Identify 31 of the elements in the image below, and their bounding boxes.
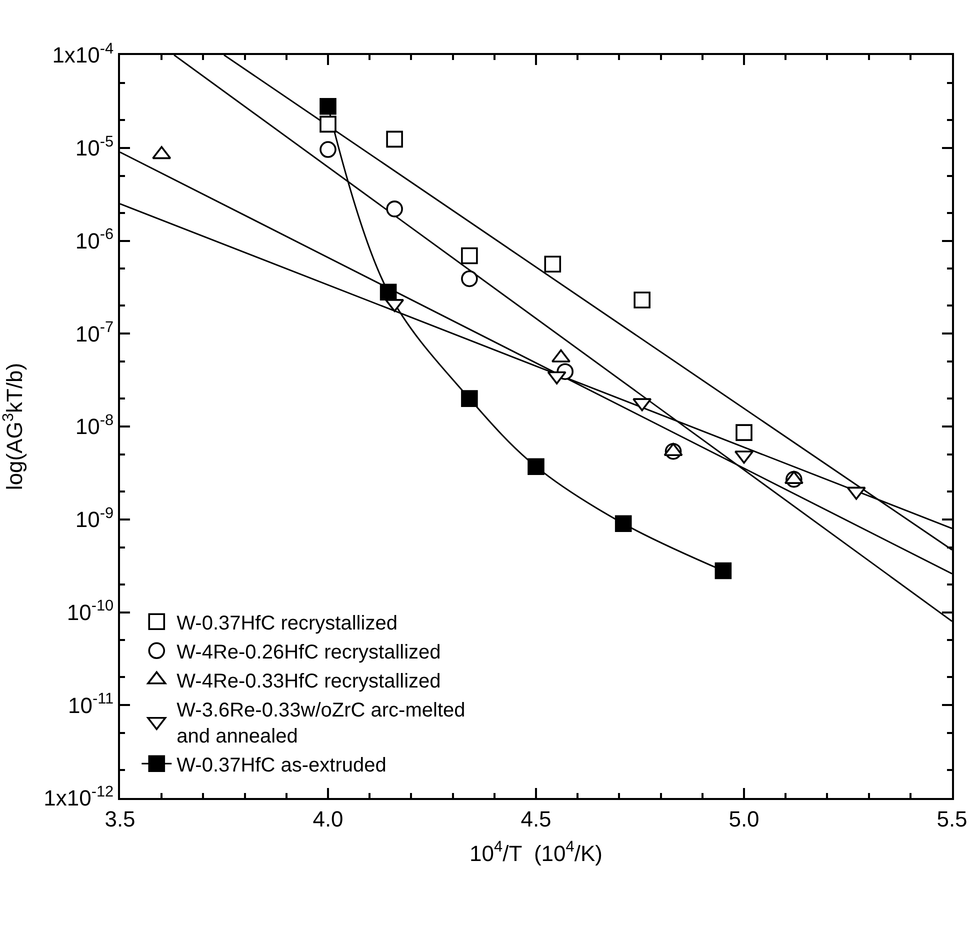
point [614,515,632,532]
point [544,256,562,273]
y-tick-label: 10$^{-5}$ [75,133,114,161]
point [736,424,752,441]
x-axis-title: 10$^{4}$/T (10$^{4}$/K) [470,838,602,866]
point [320,98,336,115]
x-tick-label: 5.0 [728,806,760,832]
legend-label: W-0.37HfC as-extruded [176,754,386,776]
point [634,292,650,308]
legend-label: W-4Re-0.33HfC recrystallized [176,670,441,692]
point [320,141,336,158]
legend-label: W-4Re-0.26HfC recrystallized [176,641,441,664]
y-tick-label: 10$^{-10}$ [66,598,114,625]
y-tick-label: 10$^{-9}$ [75,504,114,532]
y-tick-label: 10$^{-11}$ [68,690,114,718]
point [461,390,478,407]
point [714,562,732,580]
point [528,458,544,475]
x-tick-label: 4.5 [520,806,552,832]
point [386,130,403,148]
y-tick-label: 10$^{-8}$ [75,412,114,440]
x-tick-label: 4.0 [312,806,344,832]
point [320,116,336,133]
y-tick-label: 10$^{-7}$ [75,319,114,346]
y-tick-label: 1x10$^{-4}$ [52,40,114,68]
legend-label: W-3.6Re-0.33w/oZrC arc-melted and annealed [176,699,466,748]
y-tick-label: 10$^{-6}$ [75,226,114,254]
legend-label: W-0.37HfC recrystallized [176,612,398,634]
x-tick-label: 5.5 [936,806,968,832]
point [386,200,403,218]
point [461,247,478,264]
